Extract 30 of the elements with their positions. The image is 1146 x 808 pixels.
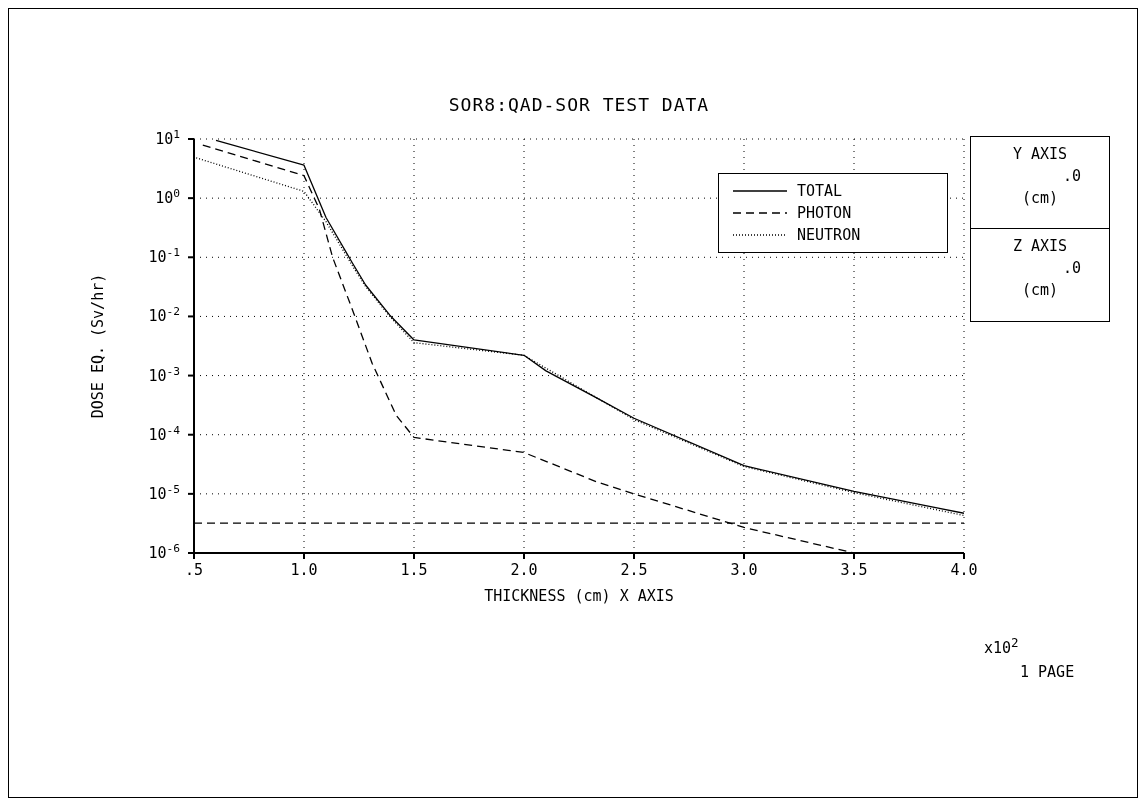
- chart-title: SOR8:QAD-SOR TEST DATA: [447, 94, 711, 115]
- x-tick-label: 2.0: [510, 561, 538, 579]
- x-tick-label: 1.5: [400, 561, 428, 579]
- text: (cm): [1020, 280, 1060, 301]
- x-tick-label: .5: [184, 561, 204, 579]
- text: Z AXIS: [1011, 236, 1069, 257]
- y-tick-label: 10$^{1}$: [155, 127, 181, 148]
- legend-label: PHOTON: [797, 204, 852, 222]
- x-tick-label: 3.5: [840, 561, 868, 579]
- legend-label: NEUTRON: [797, 226, 861, 244]
- text: (cm): [1020, 188, 1060, 209]
- text: Y AXIS: [1011, 144, 1069, 165]
- legend-label: TOTAL: [797, 182, 843, 200]
- x-axis-title: THICKNESS (cm) X AXIS: [484, 587, 674, 605]
- y-tick-label: 10$^{-5}$: [148, 482, 180, 503]
- x-tick-label: 2.5: [620, 561, 648, 579]
- text: 1 PAGE: [1020, 663, 1075, 681]
- y-tick-label: 10$^{-2}$: [148, 304, 180, 326]
- y-tick-label: 10$^{-1}$: [148, 245, 181, 267]
- text: x10$^{2}$: [984, 635, 1019, 657]
- x-tick-label: 1.0: [290, 561, 318, 579]
- x-tick-label: 3.0: [730, 561, 758, 579]
- y-axis-title: DOSE EQ. (Sv/hr): [89, 273, 108, 419]
- text: .0: [1061, 166, 1082, 187]
- y-tick-label: 10$^{-4}$: [148, 423, 181, 444]
- text: .0: [1061, 258, 1082, 279]
- x-tick-label: 4.0: [950, 561, 978, 579]
- y-tick-label: 10$^{-6}$: [148, 541, 181, 562]
- y-tick-label: 10$^{0}$: [155, 186, 181, 208]
- y-tick-label: 10$^{-3}$: [148, 364, 180, 385]
